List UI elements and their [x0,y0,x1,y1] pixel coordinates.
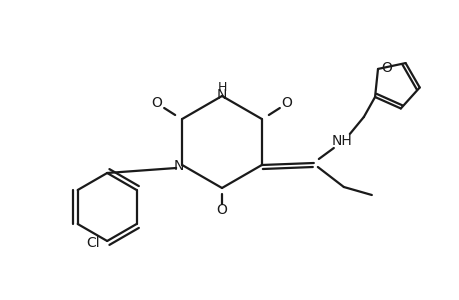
Text: N: N [216,88,227,102]
Text: O: O [151,96,162,110]
Text: NH: NH [331,134,352,148]
Text: O: O [216,203,227,217]
Text: Cl: Cl [86,236,100,250]
Text: H: H [217,80,226,94]
Text: O: O [381,61,392,75]
Text: O: O [281,96,291,110]
Text: N: N [174,159,184,173]
